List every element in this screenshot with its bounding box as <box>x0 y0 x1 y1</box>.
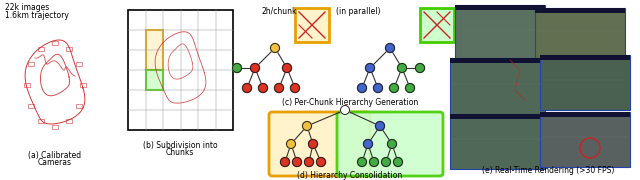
FancyBboxPatch shape <box>337 112 443 176</box>
Circle shape <box>406 84 415 93</box>
Bar <box>66 47 72 51</box>
Text: (d) Hierarchy Consolidation: (d) Hierarchy Consolidation <box>298 171 403 180</box>
Circle shape <box>232 64 241 73</box>
Bar <box>76 62 83 66</box>
Text: 1.6km trajectory: 1.6km trajectory <box>5 11 69 20</box>
Bar <box>52 125 58 129</box>
Bar <box>128 10 233 130</box>
Bar <box>24 83 30 87</box>
Circle shape <box>308 140 317 148</box>
Bar <box>450 114 545 119</box>
Bar <box>38 119 44 123</box>
Text: (c) Per-Chunk Hierarchy Generation: (c) Per-Chunk Hierarchy Generation <box>282 98 418 107</box>
Bar <box>535 8 625 60</box>
Circle shape <box>365 64 374 73</box>
Bar <box>295 8 329 42</box>
Circle shape <box>394 158 403 166</box>
Circle shape <box>287 140 296 148</box>
Circle shape <box>303 122 312 130</box>
Circle shape <box>387 140 397 148</box>
Bar <box>450 58 545 116</box>
Bar <box>455 5 545 60</box>
Text: (e) Real-Time Rendering (>30 FPS): (e) Real-Time Rendering (>30 FPS) <box>482 166 614 175</box>
Circle shape <box>292 158 301 166</box>
Circle shape <box>271 44 280 53</box>
Circle shape <box>358 158 367 166</box>
Circle shape <box>415 64 424 73</box>
Text: Cameras: Cameras <box>38 158 72 167</box>
Bar <box>450 58 545 63</box>
Bar <box>145 70 163 90</box>
Bar <box>145 30 163 70</box>
Text: 2h/chunk: 2h/chunk <box>262 7 298 16</box>
Bar <box>540 112 630 167</box>
Bar <box>66 119 72 123</box>
Bar <box>450 114 545 169</box>
Circle shape <box>376 122 385 130</box>
Bar <box>80 83 86 87</box>
Text: (a) Calibrated: (a) Calibrated <box>28 151 81 160</box>
Circle shape <box>291 84 300 93</box>
Circle shape <box>250 64 259 73</box>
Circle shape <box>317 158 326 166</box>
Bar <box>28 62 34 66</box>
Bar <box>455 5 545 10</box>
Circle shape <box>275 84 284 93</box>
Circle shape <box>385 44 394 53</box>
Text: 22k images: 22k images <box>5 3 49 12</box>
Bar <box>38 47 44 51</box>
Circle shape <box>243 84 252 93</box>
Circle shape <box>369 158 378 166</box>
Circle shape <box>305 158 314 166</box>
Text: Chunks: Chunks <box>166 148 194 157</box>
Circle shape <box>390 84 399 93</box>
Bar <box>76 104 83 108</box>
Bar <box>420 8 454 42</box>
Bar <box>535 8 625 13</box>
Circle shape <box>397 64 406 73</box>
Circle shape <box>374 84 383 93</box>
Circle shape <box>280 158 289 166</box>
Circle shape <box>282 64 291 73</box>
Bar <box>540 55 630 110</box>
Text: (b) Subdivision into: (b) Subdivision into <box>143 141 218 150</box>
Circle shape <box>259 84 268 93</box>
Circle shape <box>340 105 349 114</box>
Circle shape <box>358 84 367 93</box>
Bar <box>540 55 630 60</box>
Circle shape <box>364 140 372 148</box>
FancyBboxPatch shape <box>269 112 370 176</box>
Circle shape <box>381 158 390 166</box>
Bar <box>540 112 630 117</box>
Text: (in parallel): (in parallel) <box>336 7 381 16</box>
Bar <box>52 41 58 45</box>
Bar <box>28 104 34 108</box>
